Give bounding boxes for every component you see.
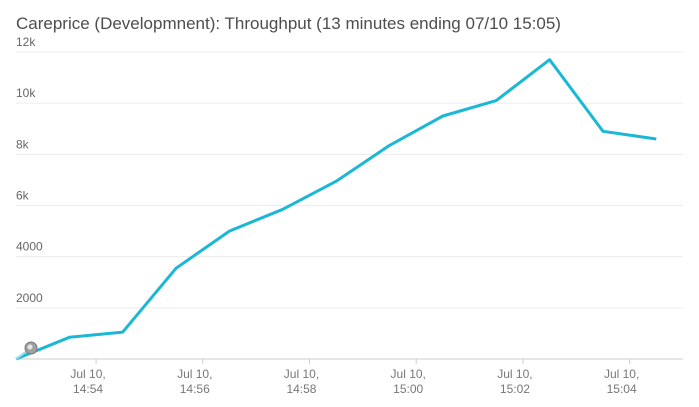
x-tick-label: Jul 10, 14:58 — [284, 367, 319, 396]
series-line-throughput — [15, 58, 657, 361]
y-tick-label: 12k — [16, 35, 36, 49]
navigator-handle-highlight — [27, 344, 33, 350]
y-axis-ticks: 2000 4000 6k 8k 10k 12k — [16, 35, 43, 305]
y-tick-label: 6k — [16, 189, 30, 203]
x-tick-label: Jul 10, 15:02 — [497, 367, 532, 396]
y-tick-label: 2000 — [16, 291, 43, 305]
y-tick-label: 8k — [16, 137, 30, 151]
page-title: Careprice (Developmnent): Throughput (13… — [16, 14, 561, 33]
y-tick-label: 10k — [16, 86, 36, 100]
x-tick-label: Jul 10, 14:54 — [70, 367, 105, 396]
x-tick-label: Jul 10, 15:00 — [391, 367, 426, 396]
x-tick-label: Jul 10, 14:56 — [177, 367, 212, 396]
grid-lines — [16, 51, 683, 309]
x-tick-label: Jul 10, 15:04 — [604, 367, 639, 396]
x-axis-ticks: Jul 10, 14:54 Jul 10, 14:56 Jul 10, 14:58 Jul … — [70, 359, 639, 396]
y-tick-label: 4000 — [16, 240, 43, 254]
navigator-handle[interactable] — [15, 341, 38, 360]
